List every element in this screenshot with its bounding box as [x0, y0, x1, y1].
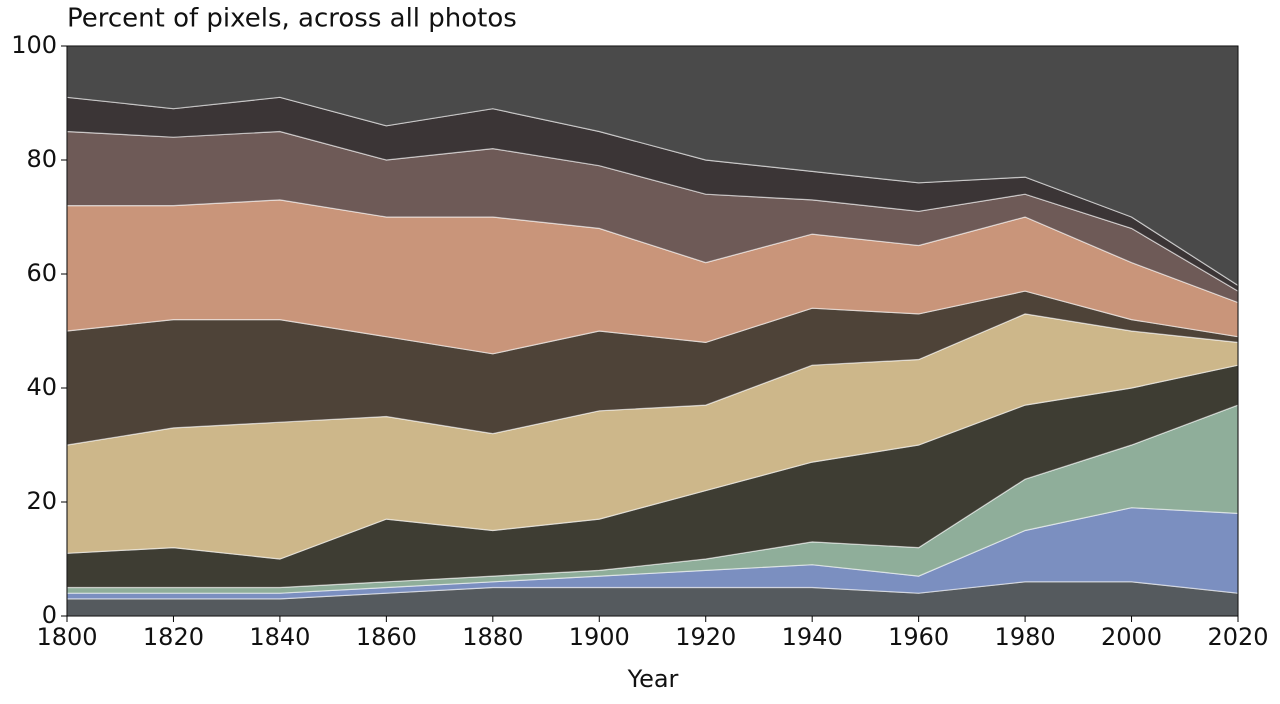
x-tick-label: 1840 [249, 623, 310, 651]
x-tick-label: 1980 [995, 623, 1056, 651]
y-tick-label: 20 [26, 487, 57, 515]
plot-frame [66, 45, 1239, 617]
chart-title: Percent of pixels, across all photos [67, 4, 517, 34]
y-tick-label: 100 [11, 31, 57, 59]
y-tick-label: 0 [42, 601, 57, 629]
x-tick-label: 1800 [36, 623, 97, 651]
x-tick-label: 2020 [1207, 623, 1268, 651]
y-tick-label: 40 [26, 373, 57, 401]
x-tick-label: 1920 [675, 623, 736, 651]
y-tick-label: 80 [26, 145, 57, 173]
x-tick-label: 1820 [143, 623, 204, 651]
x-tick-label: 2000 [1101, 623, 1162, 651]
x-tick-label: 1860 [356, 623, 417, 651]
x-tick-label: 1880 [462, 623, 523, 651]
x-axis-label: Year [627, 665, 679, 693]
x-tick-label: 1940 [782, 623, 843, 651]
y-tick-label: 60 [26, 259, 57, 287]
x-tick-label: 1960 [888, 623, 949, 651]
x-tick-label: 1900 [569, 623, 630, 651]
